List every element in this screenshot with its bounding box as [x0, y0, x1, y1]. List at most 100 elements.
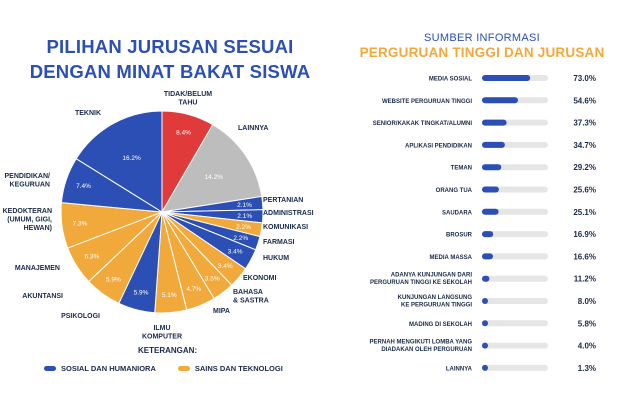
- pie-value-label-ekonomi: 3.4%: [218, 263, 233, 270]
- bar-track-media-massa: [482, 253, 548, 260]
- bar-category-label-mading-di-sekolah: MADING DI SEKOLAH: [409, 322, 472, 328]
- pie-category-label-hukum: HUKUM: [263, 255, 289, 262]
- bar-kunjungan-langsung-ke-perguruan-tinggi: [482, 298, 488, 304]
- pie-value-label-mipa: 4.7%: [186, 286, 201, 293]
- pie-value-label-akuntansi: 5.9%: [106, 277, 121, 284]
- pie-value-label-kedokteran-umum-gigi-hewan: 7.3%: [72, 221, 87, 228]
- pie-chart-title: PILIHAN JURUSAN SESUAI DENGAN MINAT BAKA…: [20, 34, 320, 84]
- bar-value-label-teman: 29.2%: [573, 163, 596, 172]
- bar-track-saudara: [482, 208, 548, 215]
- bar-adanya-kunjungan-dari-perguruan-tinggi-ke-sekolah: [482, 275, 490, 282]
- bar-value-label-senior-kakak-tingkat-alumni: 37.3%: [573, 119, 596, 128]
- bar-category-label-orang-tua: ORANG TUA: [436, 188, 473, 194]
- pie-category-label-lainnya: LAINNYA: [238, 125, 268, 132]
- bar-value-label-aplikasi-pendidikan: 34.7%: [573, 141, 596, 150]
- bar-category-label-adanya-kunjungan-dari-perguruan-tinggi-ke-sekolah: ADANYA KUNJUNGAN DARI PERGURUAN TINGGI KE…: [370, 273, 472, 287]
- pie-value-label-ilmu-komputer: 5.1%: [162, 292, 177, 299]
- bar-pernah-mengikuti-lomba-yang-diadakan-oleh-perguruan: [482, 342, 488, 349]
- pie-value-label-farmasi: 2.2%: [233, 235, 248, 242]
- bar-category-label-teman: TEMAN: [451, 166, 472, 172]
- bar-media-sosial: [482, 75, 531, 81]
- pie-value-label-pendidikan-keguruan: 7.4%: [76, 183, 91, 190]
- bar-value-label-website-perguruan-tinggi: 54.6%: [573, 96, 596, 105]
- pie-category-label-ekonomi: EKONOMI: [243, 275, 277, 282]
- pie-value-label-manajemen: 6.3%: [84, 254, 99, 261]
- pie-category-label-tidak-belum-tahu: TIDAK/BELUM TAHU: [164, 91, 212, 107]
- pie-value-label-pertanian: 2.1%: [237, 202, 252, 209]
- pie-legend: SOSIAL DAN HUMANIORA SAINS DAN TEKNOLOGI: [44, 364, 304, 373]
- pie-category-label-mipa: MIPA: [213, 308, 230, 315]
- bar-chart-title: PERGURUAN TINGGI DAN JURUSAN: [359, 45, 605, 60]
- pie-category-label-teknik: TEKNIK: [75, 110, 101, 117]
- bar-value-label-kunjungan-langsung-ke-perguruan-tinggi: 8.0%: [578, 297, 596, 306]
- bar-value-label-media-sosial: 73.0%: [573, 74, 596, 83]
- pie-value-label-lainnya: 14.2%: [204, 174, 223, 181]
- pie-category-label-administrasi: ADMINISTRASI: [263, 210, 314, 217]
- bar-track-brosur: [482, 231, 548, 238]
- bar-value-label-saudara: 25.1%: [573, 208, 596, 217]
- legend-item-sosial: SOSIAL DAN HUMANIORA: [44, 364, 156, 373]
- bar-orang-tua: [482, 186, 499, 193]
- bar-saudara: [482, 208, 499, 215]
- pie-category-label-kedokteran-umum-gigi-hewan: KEDOKTERAN (UMUM, GIGI, HEWAN): [3, 208, 52, 232]
- pie-title-line2: DENGAN MINAT BAKAT SISWA: [29, 61, 311, 82]
- bar-website-perguruan-tinggi: [482, 97, 518, 104]
- bar-category-label-kunjungan-langsung-ke-perguruan-tinggi: KUNJUNGAN LANGSUNG KE PERGURUAN TINGGI: [398, 295, 473, 309]
- legend-swatch-sains: [177, 366, 190, 371]
- bar-category-label-aplikasi-pendidikan: APLIKASI PENDIDIKAN: [405, 143, 472, 149]
- bar-track-pernah-mengikuti-lomba-yang-diadakan-oleh-perguruan: [482, 342, 548, 349]
- pie-value-label-psikologi: 5.9%: [134, 290, 149, 297]
- pie-slice-lainnya: [161, 123, 263, 213]
- bar-category-label-media-sosial: MEDIA SOSIAL: [429, 77, 472, 83]
- pie-title-line1: PILIHAN JURUSAN SESUAI: [46, 36, 294, 57]
- legend-label-sains: SAINS DAN TEKNOLOGI: [194, 364, 283, 373]
- pie-value-label-administrasi: 2.1%: [237, 213, 252, 220]
- pie-value-label-tidak-belum-tahu: 8.4%: [176, 130, 191, 137]
- pie-category-label-pendidikan-keguruan: PENDIDIKAN/KEGURUAN: [4, 173, 50, 189]
- pie-category-label-akuntansi: AKUNTANSI: [22, 293, 63, 300]
- bar-track-mading-di-sekolah: [482, 320, 548, 327]
- bar-category-label-media-massa: MEDIA MASSA: [430, 255, 473, 261]
- pie-category-label-psikologi: PSIKOLOGI: [61, 313, 100, 320]
- bar-category-label-website-perguruan-tinggi: WEBSITE PERGURUAN TINGGI: [382, 99, 472, 105]
- bar-lainnya: [482, 364, 488, 371]
- legend-heading: KETERANGAN:: [138, 346, 198, 355]
- bar-value-label-brosur: 16.9%: [573, 230, 596, 239]
- pie-slice-teknik: [75, 110, 163, 213]
- pie-category-label-pertanian: PERTANIAN: [263, 197, 303, 204]
- bar-chart-subtitle: SUMBER INFORMASI: [423, 32, 541, 44]
- pie-value-label-komunikasi: 2.2%: [236, 224, 251, 231]
- bar-value-label-mading-di-sekolah: 5.8%: [578, 319, 596, 328]
- pie-value-label-hukum: 3.4%: [228, 249, 243, 256]
- bar-value-label-pernah-mengikuti-lomba-yang-diadakan-oleh-perguruan: 4.0%: [578, 342, 596, 351]
- bar-category-label-lainnya: LAINNYA: [446, 366, 473, 372]
- bar-category-label-saudara: SAUDARA: [442, 210, 473, 216]
- pie-category-label-ilmu-komputer: ILMU KOMPUTER: [142, 325, 182, 341]
- bar-teman: [482, 164, 502, 171]
- pie-value-label-bahasa-sastra: 3.5%: [205, 275, 220, 282]
- bar-track-lainnya: [482, 364, 548, 371]
- bar-value-label-orang-tua: 25.6%: [573, 186, 596, 195]
- bar-category-label-brosur: BROSUR: [446, 233, 473, 239]
- bar-category-label-pernah-mengikuti-lomba-yang-diadakan-oleh-perguruan: PERNAH MENGIKUTI LOMBA YANG DIADAKAN OLEH…: [370, 340, 473, 354]
- pie-category-label-bahasa-sastra: BAHASA & SASTRA: [233, 289, 269, 305]
- bar-category-label-senior-kakak-tingkat-alumni: SENIOR/KAKAK TINGKAT/ALUMNI: [373, 121, 473, 127]
- pie-category-label-komunikasi: KOMUNIKASI: [263, 224, 308, 231]
- pie-category-label-manajemen: MANAJEMEN: [15, 265, 60, 272]
- bar-track-orang-tua: [482, 186, 548, 193]
- pie-value-label-teknik: 16.2%: [122, 155, 141, 162]
- pie-category-label-farmasi: FARMASI: [263, 239, 295, 246]
- legend-item-sains: SAINS DAN TEKNOLOGI: [177, 364, 283, 373]
- bar-brosur: [482, 231, 494, 238]
- bar-senior-kakak-tingkat-alumni: [482, 119, 507, 126]
- bar-value-label-media-massa: 16.6%: [573, 252, 596, 261]
- legend-swatch-sosial: [44, 366, 56, 371]
- bar-value-label-lainnya: 1.3%: [578, 364, 596, 373]
- bar-track-adanya-kunjungan-dari-perguruan-tinggi-ke-sekolah: [482, 275, 548, 282]
- bar-value-label-adanya-kunjungan-dari-perguruan-tinggi-ke-sekolah: 11.2%: [574, 275, 596, 284]
- legend-label-sosial: SOSIAL DAN HUMANIORA: [61, 364, 156, 373]
- bar-aplikasi-pendidikan: [482, 141, 505, 148]
- bar-mading-di-sekolah: [482, 320, 488, 327]
